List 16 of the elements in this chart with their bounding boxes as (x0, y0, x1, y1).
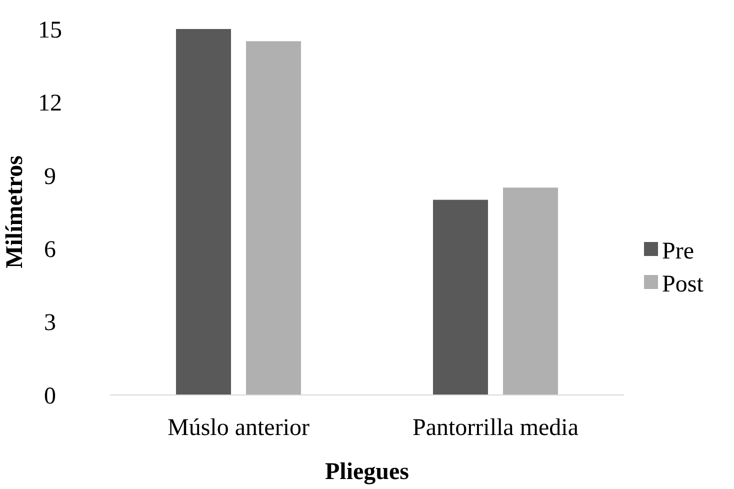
bar (433, 200, 488, 395)
x-tick-label: Múslo anterior (168, 415, 310, 441)
y-tick-label: 3 (44, 310, 56, 336)
bar (246, 41, 301, 395)
bar (176, 29, 231, 395)
bar (503, 188, 558, 395)
y-tick-label: 0 (44, 383, 56, 410)
y-tick-label: 12 (38, 90, 62, 117)
x-tick-label: Pantorrilla media (412, 415, 579, 441)
y-tick-label: 15 (38, 17, 62, 44)
x-axis-title: Pliegues (325, 459, 409, 485)
y-axis-title: Milímetros (2, 156, 28, 268)
legend-label: Post (662, 271, 704, 298)
legend-label: Pre (662, 238, 694, 264)
y-tick-label: 9 (44, 164, 56, 190)
y-tick-label: 6 (44, 237, 56, 263)
